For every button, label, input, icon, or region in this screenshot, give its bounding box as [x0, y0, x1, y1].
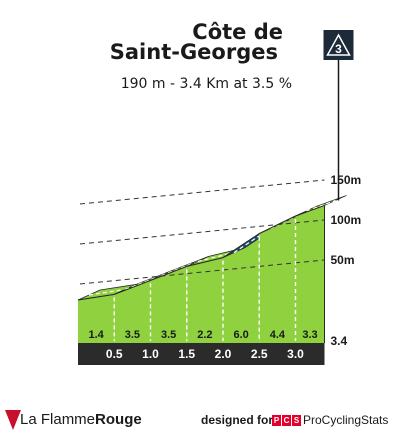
category-number: 3 [335, 42, 342, 56]
profile-centerline [306, 199, 336, 212]
altitude-gridline [79, 259, 325, 285]
distance-label: 2.5 [251, 347, 268, 361]
gradient-label: 2.2 [197, 329, 212, 341]
altitude-gridline [79, 179, 325, 205]
pcs-logo-letter: P [272, 415, 281, 426]
profile-segment [223, 233, 260, 343]
climb-name-line2: Saint-Georges [109, 40, 278, 64]
pcs-name: ProCyclingStats [303, 413, 389, 427]
distance-label: 3.0 [287, 347, 304, 361]
gradient-label: 3.5 [125, 329, 140, 341]
distance-label: 2.0 [215, 347, 232, 361]
profile-segment [114, 280, 151, 343]
gradient-label: 4.4 [270, 329, 286, 341]
profile-segment [259, 216, 296, 343]
pcs-logo-letter: C [282, 415, 291, 426]
gradient-label: 3.3 [302, 329, 317, 341]
profile-outline [77, 293, 115, 301]
brand-name: La FlammeRouge [20, 411, 142, 428]
altitude-gridline [79, 219, 325, 245]
pcs-logo: P C S [272, 415, 301, 426]
pcs-logo-letter: S [292, 415, 301, 426]
gradient-label: 1.4 [88, 329, 104, 341]
profile-outline [150, 265, 187, 281]
altitude-label: 150m [331, 173, 362, 187]
climb-summary: 190 m - 3.4 Km at 3.5 % [120, 76, 292, 92]
footer: La FlammeRouge designed for P C S ProCyc… [0, 405, 405, 435]
profile-centerline [88, 288, 126, 296]
profile-outline [186, 257, 224, 267]
profile-segment [295, 205, 325, 343]
altitude-label: 100m [331, 213, 362, 227]
climb-name-line1: Côte de [192, 20, 283, 44]
profile-segment [78, 294, 115, 343]
profile-outline [295, 204, 325, 217]
profile-segment [186, 257, 223, 343]
distance-label: 1.5 [178, 347, 195, 361]
flame-rouge-icon [5, 410, 21, 430]
distance-label: 1.0 [142, 347, 159, 361]
profile-outline [114, 279, 151, 295]
climb-profile-chart: 50m 100m 150m 1.4 3.5 3.5 2.2 6.0 4.4 3.3 0.5 1.0 1.… [77, 30, 362, 365]
profile-base [78, 343, 325, 365]
distance-label: 3.4 [331, 334, 348, 348]
profile-outline [222, 233, 260, 259]
distance-label: 0.5 [106, 347, 123, 361]
gradient-label: 3.5 [161, 329, 176, 341]
gradient-label: 6.0 [233, 329, 248, 341]
altitude-label: 50m [331, 253, 355, 267]
mountain-icon [326, 33, 351, 56]
designed-for-label: designed for [201, 413, 274, 427]
profile-segment [150, 266, 187, 343]
